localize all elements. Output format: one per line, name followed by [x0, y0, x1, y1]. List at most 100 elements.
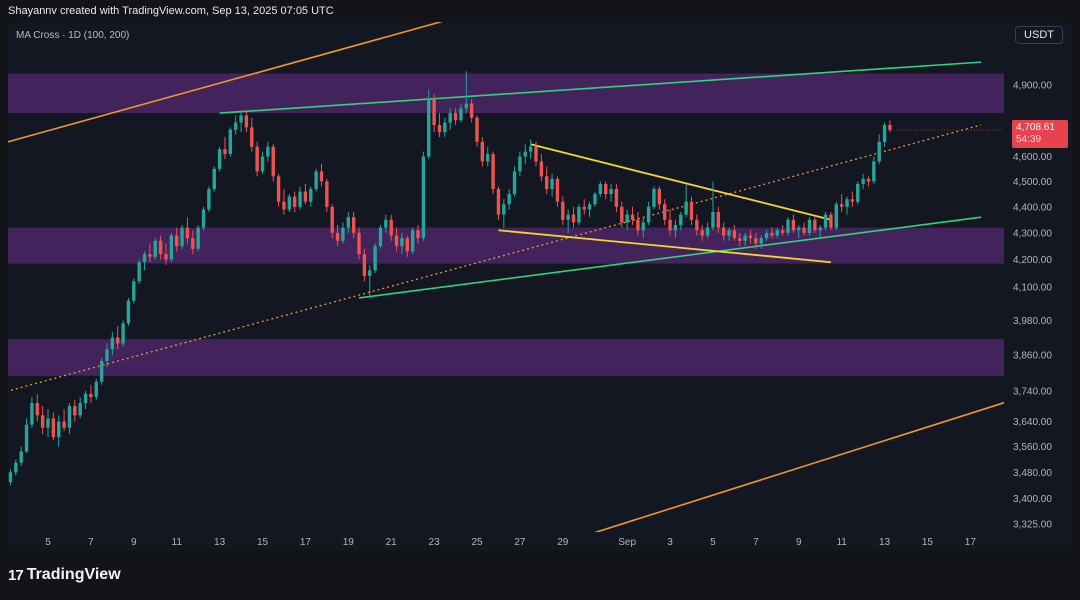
candle-body: [443, 122, 447, 133]
candle-body: [754, 238, 758, 244]
candle: [818, 225, 822, 239]
candle: [523, 144, 527, 164]
candle-body: [888, 124, 892, 131]
candle: [180, 225, 184, 249]
candle: [829, 212, 833, 231]
candle-body: [839, 204, 844, 207]
candle-body: [545, 176, 549, 189]
y-tick-label: 3,400.00: [1013, 494, 1052, 505]
candle-body: [775, 230, 779, 236]
y-tick-label: 4,900.00: [1013, 81, 1052, 92]
tradingview-logo[interactable]: 17 TradingView: [8, 566, 121, 584]
x-tick-label: 29: [557, 537, 569, 548]
candle-body: [555, 178, 560, 202]
candle-body: [850, 199, 855, 202]
candle: [786, 217, 790, 236]
x-tick-label: 7: [88, 537, 94, 548]
candle: [759, 235, 763, 249]
candle: [813, 217, 817, 233]
candle-body: [700, 230, 704, 236]
candle: [561, 196, 565, 226]
candle-body: [239, 115, 243, 123]
trendline-lower-channel: [594, 401, 1004, 532]
candle: [839, 194, 844, 213]
tradingview-mark-icon: 17: [8, 566, 24, 584]
candle-body: [577, 206, 581, 223]
candle-body: [807, 219, 812, 233]
candle: [14, 459, 18, 476]
x-tick-label: 15: [922, 537, 934, 548]
candle-body: [8, 472, 13, 483]
candle: [212, 166, 216, 192]
candle: [292, 191, 297, 213]
candle: [791, 214, 796, 233]
candle-body: [727, 230, 731, 236]
candle-body: [646, 206, 651, 223]
candle-body: [309, 188, 313, 202]
candle-body: [502, 204, 506, 215]
candle: [646, 201, 651, 226]
candle-body: [78, 403, 82, 416]
candle: [721, 222, 726, 241]
trendlines: [8, 22, 1004, 532]
candle-body: [292, 196, 297, 207]
candle: [121, 320, 125, 347]
candle: [882, 122, 887, 147]
candle-body: [110, 337, 115, 350]
candle-body: [201, 209, 206, 228]
candle-body: [427, 98, 431, 157]
x-tick-label: 17: [300, 537, 312, 548]
candle-body: [266, 146, 270, 157]
price-chart[interactable]: 4,900.00 4,600.00 4,500.00 4,400.00 4,300.00…: [8, 22, 1072, 550]
candle: [507, 188, 511, 210]
candle: [872, 156, 876, 184]
candle-body: [142, 254, 147, 263]
candle-body: [368, 270, 372, 276]
candle-body: [276, 176, 281, 202]
candle: [641, 217, 645, 239]
candle-body: [802, 227, 806, 233]
candle: [780, 225, 785, 236]
candle-body: [185, 227, 190, 239]
candle: [30, 396, 34, 428]
candle-body: [448, 113, 452, 123]
currency-button[interactable]: USDT: [1015, 26, 1063, 44]
candle-body: [818, 227, 822, 231]
candle-body: [260, 156, 265, 172]
candle-body: [872, 161, 876, 182]
x-tick-label: 11: [836, 537, 847, 548]
y-tick-label: 4,600.00: [1013, 152, 1052, 163]
candle: [24, 418, 29, 454]
candle-body: [721, 227, 726, 236]
candle: [743, 232, 747, 247]
candle-body: [877, 141, 881, 162]
candle: [764, 230, 769, 241]
candle: [271, 144, 275, 182]
candle: [738, 232, 742, 247]
candle: [432, 94, 436, 133]
candle-body: [829, 214, 833, 228]
candle: [459, 103, 463, 123]
candle-body: [223, 149, 227, 155]
candle: [244, 110, 249, 133]
candle-body: [550, 178, 554, 189]
candle-body: [346, 217, 350, 228]
candle: [287, 194, 292, 213]
candle-body: [604, 183, 608, 195]
candle: [89, 384, 93, 404]
candle: [298, 186, 302, 210]
candle: [630, 206, 635, 226]
candle: [480, 137, 485, 167]
indicator-label[interactable]: MA Cross · 1D (100, 200): [16, 30, 130, 41]
candle-body: [491, 154, 495, 189]
candle-body: [738, 238, 742, 241]
candle: [502, 199, 506, 228]
candle: [711, 181, 715, 231]
candle: [62, 409, 66, 431]
chart-panel[interactable]: 4,900.00 4,600.00 4,500.00 4,400.00 4,300.00…: [8, 22, 1072, 550]
candle: [83, 390, 88, 410]
candle: [427, 89, 431, 159]
candle: [705, 222, 710, 239]
y-tick-label: 3,860.00: [1013, 351, 1052, 362]
candle: [539, 154, 544, 182]
